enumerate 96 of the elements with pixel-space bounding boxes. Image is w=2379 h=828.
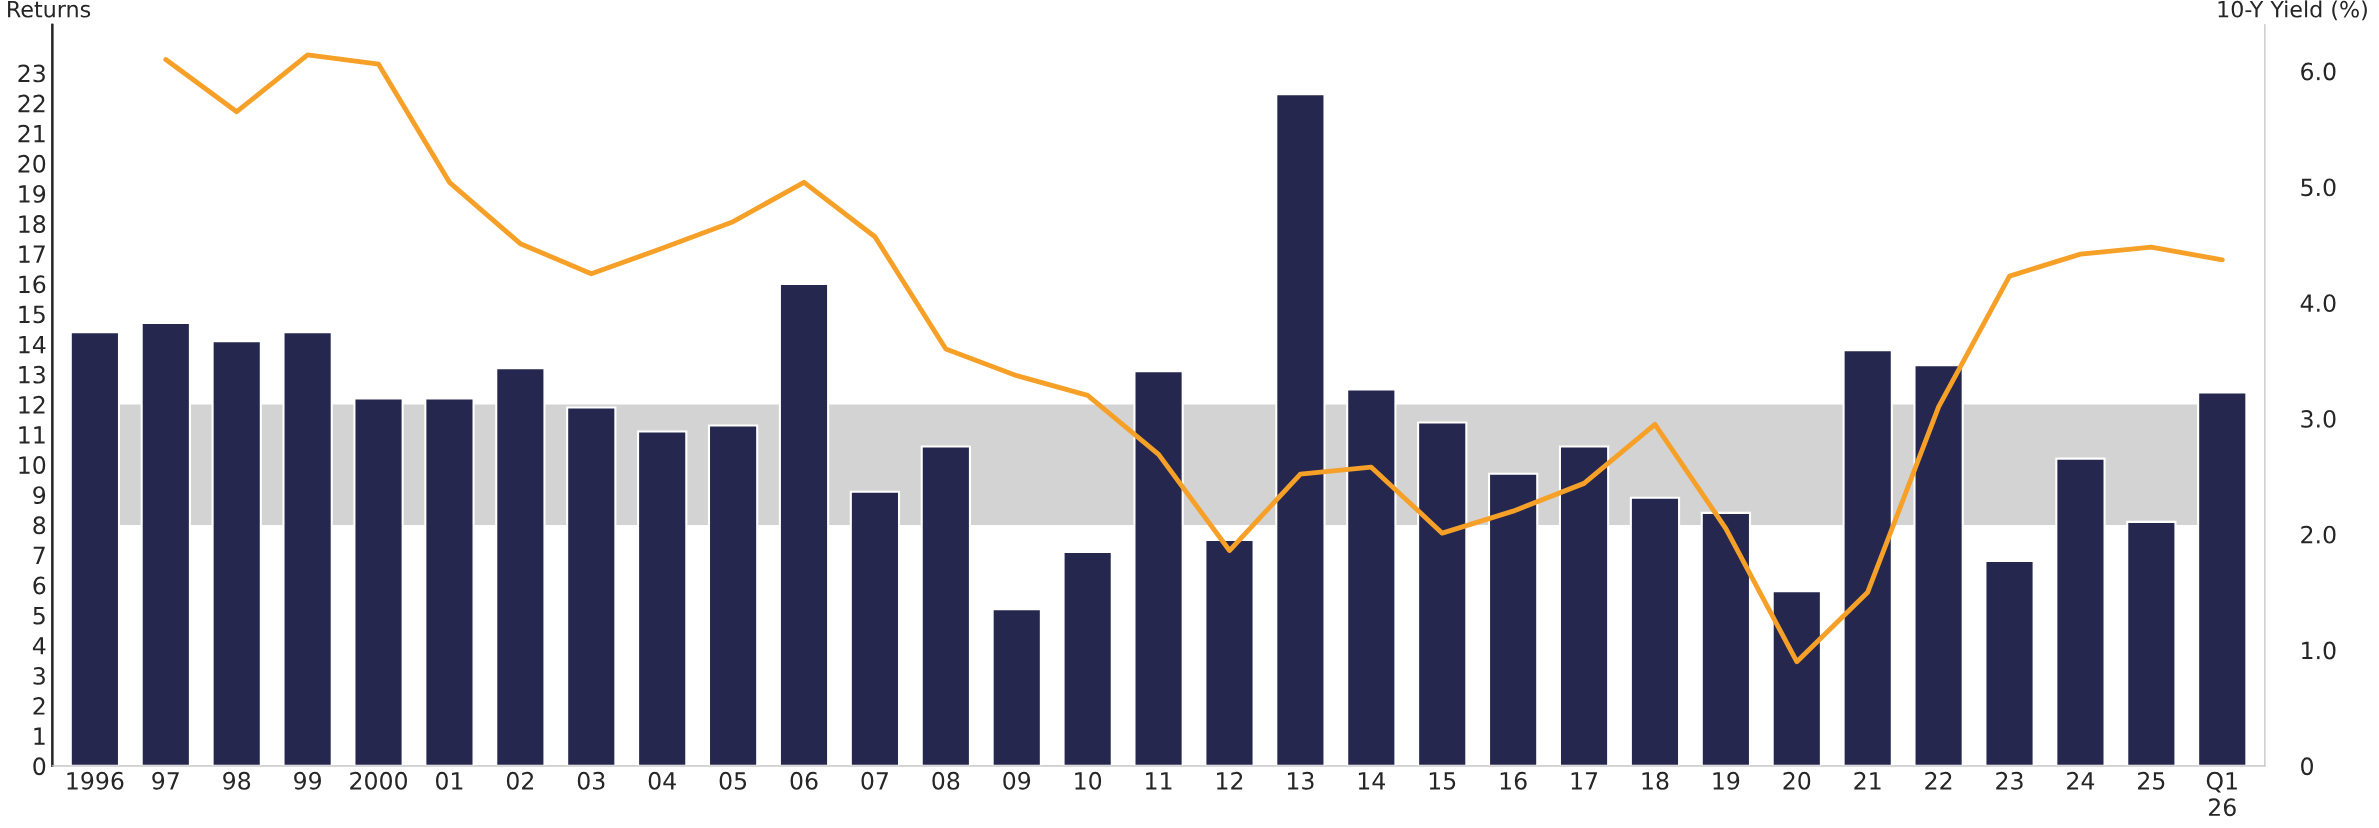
bar: [1417, 421, 1468, 766]
bar: [1771, 590, 1822, 766]
bar: [1984, 560, 2035, 766]
y-tick-label: 18: [19, 215, 46, 233]
bar: [1346, 388, 1397, 766]
bar: [211, 340, 262, 766]
x-tick-label: 20: [1783, 771, 1811, 790]
y-tick-label: 23: [18, 64, 45, 83]
y2-tick-label: 4.0: [2300, 294, 2336, 313]
x-tick-label: 04: [648, 771, 676, 790]
x-tick-label: 99: [294, 771, 321, 790]
bar: [2197, 391, 2248, 766]
y-tick-label: 1: [34, 727, 45, 745]
x-tick-label: 12: [1217, 771, 1243, 790]
x-tick-label: 24: [2067, 771, 2095, 790]
y-tick-label: 5: [33, 607, 45, 625]
x-tick-label: 10: [1075, 771, 1102, 790]
y-tick-label: 21: [18, 124, 45, 143]
x-tick-label: 22: [1925, 771, 1952, 790]
y-tick-label: 8: [33, 516, 46, 535]
x-tick-label: 05: [719, 771, 747, 790]
bar: [1204, 538, 1255, 766]
y-tick-label: 22: [18, 94, 45, 113]
bar: [849, 490, 901, 766]
x-tick-label: 19: [1713, 771, 1740, 790]
y-tick-label: 15: [19, 305, 45, 324]
x-tick-label: 14: [1358, 772, 1386, 790]
bar: [69, 331, 121, 766]
x-tick-label: 16: [1500, 771, 1527, 790]
x-tick-label: Q1 26: [2206, 771, 2237, 817]
x-tick-label: 2000: [350, 771, 408, 790]
x-tick-label: 08: [932, 771, 960, 790]
bar: [991, 608, 1042, 766]
x-tick-label: 02: [506, 771, 534, 790]
y2-tick-label: 0: [2301, 757, 2313, 776]
bar: [920, 445, 971, 766]
y-tick-label: 10: [19, 456, 46, 474]
y-axis-title: Returns: [8, 1, 91, 18]
bar: [353, 397, 404, 766]
bar: [1558, 445, 1610, 766]
y-tick-label: 4: [32, 637, 46, 655]
y-tick-label: 6: [33, 576, 46, 595]
x-tick-label: 07: [861, 771, 888, 790]
x-tick-label: 03: [577, 771, 605, 790]
y-tick-label: 2: [33, 697, 45, 715]
bar: [282, 331, 333, 766]
x-tick-label: 21: [1854, 771, 1881, 790]
bar: [1487, 472, 1539, 766]
x-tick-label: 23: [1996, 771, 2023, 790]
y-tick-label: 14: [19, 335, 46, 354]
x-tick-label: 13: [1287, 771, 1314, 790]
y2-tick-label: 1.0: [2302, 641, 2336, 660]
y-tick-label: 19: [19, 184, 46, 203]
bar: [1275, 93, 1326, 766]
x-tick-label: 97: [152, 771, 179, 790]
bar: [637, 430, 688, 766]
x-tick-label: 18: [1642, 771, 1669, 790]
y-tick-label: 11: [19, 426, 45, 444]
y2-tick-label: 6.0: [2301, 62, 2336, 81]
y2-tick-label: 5.0: [2301, 178, 2336, 197]
x-tick-label: 09: [1003, 771, 1031, 790]
bar: [140, 322, 191, 766]
x-tick-label: 11: [1146, 772, 1172, 790]
y-tick-label: 9: [33, 486, 46, 505]
bar: [2126, 520, 2177, 766]
y-tick-label: 13: [19, 365, 45, 384]
x-tick-label: 1996: [67, 771, 124, 790]
y-tick-label: 17: [19, 245, 45, 263]
bar: [778, 282, 830, 766]
bar: [424, 397, 475, 766]
x-tick-label: 01: [435, 771, 463, 790]
y2-axis-title: 10-Y Yield (%): [2218, 0, 2367, 21]
bar: [495, 367, 546, 766]
y-tick-label: 0: [33, 757, 46, 776]
x-tick-label: 98: [223, 771, 251, 790]
y-tick-label: 16: [19, 275, 46, 294]
x-tick-label: 06: [790, 771, 818, 790]
bar: [1842, 349, 1893, 766]
bar: [1062, 550, 1113, 766]
bar: [566, 406, 617, 766]
y-tick-label: 7: [33, 546, 45, 564]
x-tick-label: 25: [2138, 771, 2165, 790]
y-tick-label: 3: [33, 666, 45, 685]
bar: [1133, 370, 1184, 766]
x-tick-label: 15: [1429, 772, 1456, 790]
y-tick-label: 20: [18, 154, 46, 173]
line-series: [163, 52, 2225, 665]
bar: [1700, 511, 1752, 766]
y2-tick-label: 3.0: [2301, 409, 2336, 428]
y2-tick-label: 2.0: [2301, 525, 2336, 544]
bar: [1629, 496, 1681, 766]
x-tick-label: 17: [1571, 772, 1598, 790]
y-tick-label: 12: [19, 395, 45, 414]
bar: [707, 424, 759, 766]
bar: [2055, 457, 2106, 766]
bar: [1913, 364, 1964, 766]
